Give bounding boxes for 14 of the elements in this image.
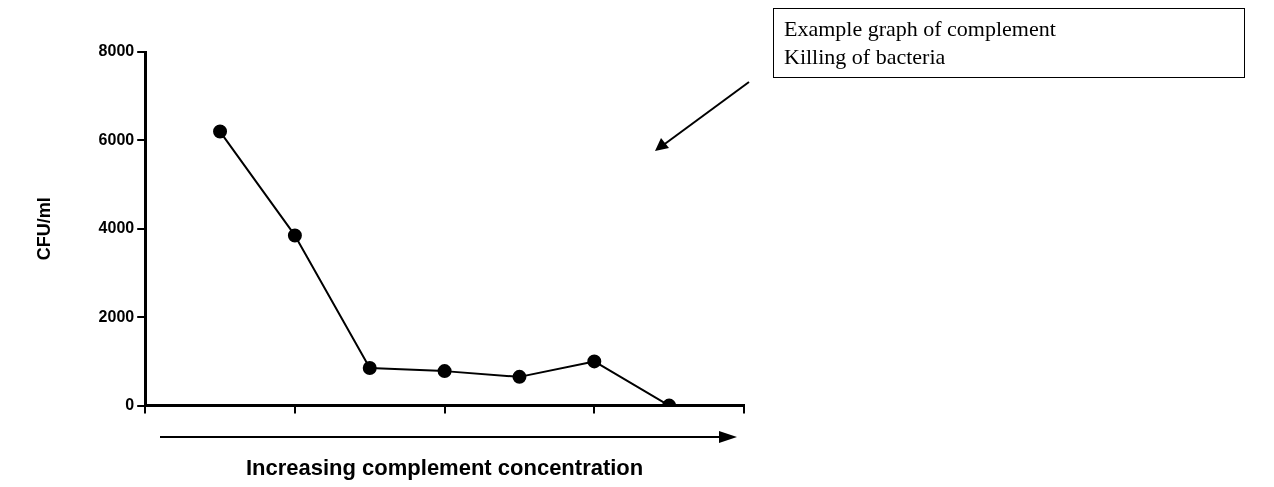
y-tick-label: 0 [125, 396, 135, 414]
point [587, 354, 602, 369]
x-axis-title: Increasing complement concentration [245, 454, 644, 480]
y-tick-label: 8000 [98, 42, 135, 60]
y-tick-label: 4000 [98, 219, 135, 237]
point [362, 361, 377, 376]
point [213, 124, 228, 139]
point [512, 369, 527, 384]
y-axis-title: CFU/ml [33, 197, 54, 261]
y-tick-label: 6000 [98, 130, 135, 148]
point [287, 228, 302, 243]
y-tick-label: 2000 [98, 307, 135, 325]
text: Example graph of complement Killing of bacteria [773, 8, 1245, 78]
point [437, 364, 452, 379]
